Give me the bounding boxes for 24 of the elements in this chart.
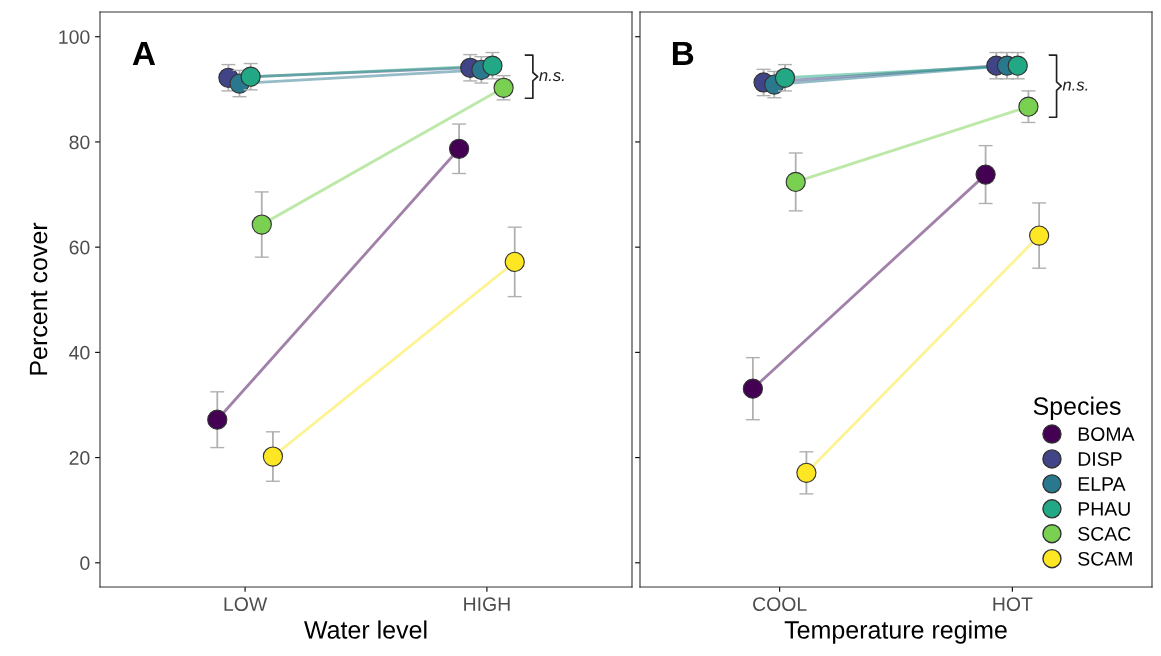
x-tick-label: HOT [993,597,1033,611]
legend-label: SCAM [1078,551,1132,566]
annotation: B [672,41,694,65]
legend-title: Species [1033,396,1121,420]
y-tick-label: 80 [69,135,90,150]
y-tick-label: 60 [69,240,90,255]
y-tick-label: 100 [59,30,90,44]
legend-label: SCAC [1078,526,1131,541]
annotation: n.s. [539,72,564,82]
y-tick-label: 0 [80,556,90,571]
legend-label: PHAU [1078,502,1130,516]
x-axis-title: Water level [304,620,427,639]
y-axis-title: Percent cover [29,222,48,375]
legend-label: BOMA [1078,427,1135,441]
x-tick-label: LOW [224,597,268,611]
legend-label: DISP [1078,452,1122,466]
annotation: A [132,41,156,65]
x-axis-title: Temperature regime [784,620,1007,644]
x-tick-label: HIGH [464,597,510,611]
y-tick-label: 20 [69,451,90,465]
y-tick-label: 40 [69,345,90,360]
x-tick-label: COOL [753,597,807,611]
legend-label: ELPA [1078,477,1126,491]
annotation: n.s. [1062,81,1088,91]
